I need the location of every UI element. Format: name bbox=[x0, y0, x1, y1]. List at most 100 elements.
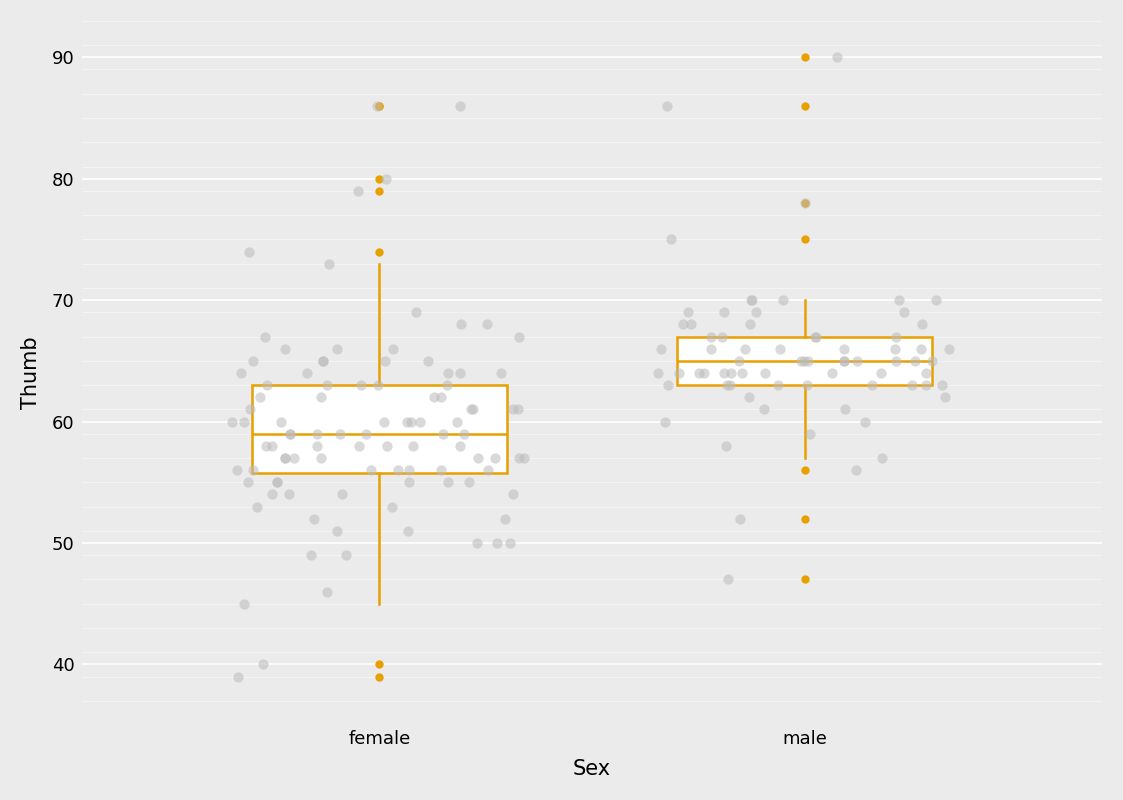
Point bbox=[487, 537, 505, 550]
Point bbox=[469, 452, 487, 465]
Point bbox=[468, 537, 486, 550]
Point bbox=[515, 452, 533, 465]
Point bbox=[320, 258, 338, 270]
Point bbox=[659, 378, 677, 391]
Point bbox=[480, 464, 497, 477]
Point bbox=[886, 342, 904, 355]
Point bbox=[376, 354, 394, 367]
Point bbox=[848, 354, 866, 367]
Point bbox=[795, 354, 813, 367]
Point bbox=[807, 330, 825, 343]
Point bbox=[384, 342, 402, 355]
Point bbox=[847, 464, 865, 477]
Point bbox=[462, 403, 480, 416]
Point bbox=[798, 354, 816, 367]
Point bbox=[240, 403, 258, 416]
Point bbox=[690, 366, 707, 379]
Point bbox=[268, 476, 286, 489]
Point bbox=[683, 318, 701, 331]
Point bbox=[433, 427, 451, 440]
Point bbox=[903, 378, 921, 391]
Point bbox=[439, 476, 457, 489]
Point bbox=[837, 403, 855, 416]
Point bbox=[318, 586, 336, 598]
Point bbox=[308, 439, 326, 452]
Point bbox=[891, 294, 909, 306]
Point bbox=[769, 378, 787, 391]
Point bbox=[377, 439, 395, 452]
Point bbox=[492, 366, 510, 379]
Point bbox=[448, 415, 466, 428]
Point bbox=[455, 427, 473, 440]
Point bbox=[916, 378, 934, 391]
Point bbox=[229, 670, 247, 683]
Point bbox=[275, 452, 293, 465]
Point bbox=[731, 512, 749, 525]
Point bbox=[398, 415, 416, 428]
Point bbox=[906, 354, 924, 367]
Point bbox=[389, 464, 407, 477]
Point bbox=[432, 464, 450, 477]
Point bbox=[281, 427, 299, 440]
Point bbox=[240, 245, 258, 258]
Point bbox=[721, 378, 739, 391]
Point bbox=[935, 391, 953, 404]
Point bbox=[836, 354, 853, 367]
Point bbox=[501, 537, 519, 550]
Point bbox=[679, 306, 697, 318]
Point bbox=[426, 391, 444, 404]
Point bbox=[755, 403, 773, 416]
Point bbox=[223, 415, 241, 428]
Point bbox=[377, 172, 395, 185]
Point bbox=[281, 427, 299, 440]
Point bbox=[718, 439, 736, 452]
Point bbox=[856, 415, 874, 428]
Point bbox=[801, 427, 819, 440]
Point bbox=[272, 415, 290, 428]
Point bbox=[895, 306, 913, 318]
Point bbox=[796, 197, 814, 210]
Point bbox=[871, 366, 889, 379]
Point bbox=[933, 378, 951, 391]
Point bbox=[496, 512, 514, 525]
Point bbox=[730, 354, 748, 367]
Point bbox=[828, 51, 846, 64]
Point bbox=[669, 366, 687, 379]
Point bbox=[713, 330, 731, 343]
Point bbox=[836, 342, 853, 355]
Point bbox=[312, 452, 330, 465]
Point bbox=[917, 366, 935, 379]
Point bbox=[263, 439, 281, 452]
Point bbox=[309, 427, 327, 440]
Point bbox=[350, 439, 368, 452]
Point bbox=[314, 354, 332, 367]
Point bbox=[663, 233, 681, 246]
Point bbox=[368, 378, 386, 391]
Point bbox=[743, 294, 761, 306]
Point bbox=[402, 415, 420, 428]
Point bbox=[756, 366, 774, 379]
Point bbox=[239, 476, 257, 489]
Point bbox=[714, 306, 732, 318]
Point bbox=[439, 366, 457, 379]
Point bbox=[276, 452, 294, 465]
Point bbox=[656, 415, 674, 428]
PathPatch shape bbox=[677, 337, 932, 385]
Point bbox=[733, 366, 751, 379]
Point bbox=[330, 427, 348, 440]
Point bbox=[401, 464, 419, 477]
Point bbox=[312, 391, 330, 404]
Point bbox=[510, 452, 528, 465]
Point bbox=[453, 318, 471, 331]
Point bbox=[649, 366, 667, 379]
Point bbox=[244, 464, 262, 477]
Point bbox=[228, 464, 246, 477]
Point bbox=[658, 99, 676, 112]
Point bbox=[464, 403, 482, 416]
Point bbox=[362, 464, 380, 477]
Point bbox=[432, 391, 450, 404]
Point bbox=[793, 354, 811, 367]
Point bbox=[451, 439, 469, 452]
Point bbox=[874, 452, 892, 465]
Point bbox=[236, 415, 254, 428]
